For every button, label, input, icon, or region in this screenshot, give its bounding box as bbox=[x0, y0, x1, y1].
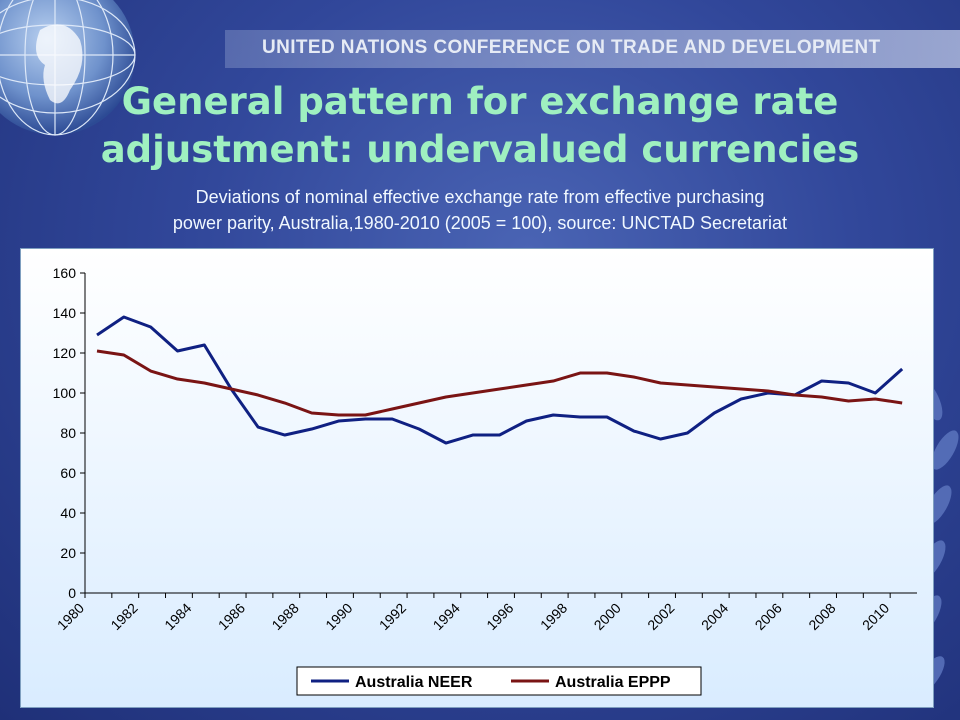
slide-title: General pattern for exchange rate adjust… bbox=[0, 78, 960, 174]
x-tick-label: 2010 bbox=[859, 600, 892, 633]
x-tick-label: 1980 bbox=[54, 600, 87, 633]
header-banner bbox=[225, 30, 960, 68]
x-tick-label: 2006 bbox=[752, 600, 785, 633]
organization-name: UNITED NATIONS CONFERENCE ON TRADE AND D… bbox=[262, 37, 881, 58]
slide-title-line-1: General pattern for exchange rate bbox=[121, 80, 839, 123]
y-tick-label: 120 bbox=[53, 345, 77, 361]
y-tick-label: 0 bbox=[68, 585, 76, 601]
y-tick-label: 60 bbox=[60, 465, 76, 481]
legend-box bbox=[296, 666, 702, 696]
y-tick-label: 20 bbox=[60, 545, 76, 561]
x-tick-label: 1998 bbox=[537, 600, 570, 633]
x-tick-label: 1994 bbox=[430, 600, 463, 633]
y-tick-label: 40 bbox=[60, 505, 76, 521]
chart-subtitle-line-1: Deviations of nominal effective exchange… bbox=[195, 187, 765, 207]
x-tick-label: 1984 bbox=[161, 600, 194, 633]
line-chart: 0 20 40 60 80 100 120 140 160 1980 1982 1984 1986 198… bbox=[53, 265, 917, 696]
x-tick-label: 1982 bbox=[107, 600, 140, 633]
x-tick-label: 1986 bbox=[215, 600, 248, 633]
x-tick-label: 2004 bbox=[698, 600, 731, 633]
x-tick-label: 2002 bbox=[644, 600, 677, 633]
x-tick-label: 1990 bbox=[322, 600, 355, 633]
y-tick-label: 140 bbox=[53, 305, 77, 321]
y-tick-label: 160 bbox=[53, 265, 77, 281]
slide-title-line-2: adjustment: undervalued currencies bbox=[100, 128, 860, 171]
x-tick-label: 1996 bbox=[483, 600, 516, 633]
y-tick-label: 80 bbox=[60, 425, 76, 441]
chart-subtitle: Deviations of nominal effective exchange… bbox=[0, 184, 960, 236]
eppp-series-line bbox=[96, 349, 903, 417]
y-tick-label: 100 bbox=[53, 385, 77, 401]
chart-subtitle-line-2: power parity, Australia,1980-2010 (2005 … bbox=[172, 213, 788, 233]
legend-neer-label: Australia NEER bbox=[355, 674, 473, 691]
x-tick-label: 1992 bbox=[376, 600, 409, 633]
x-tick-label: 2000 bbox=[591, 600, 624, 633]
legend-eppp-label: Australia EPPP bbox=[555, 674, 671, 691]
x-tick-label: 1988 bbox=[268, 600, 301, 633]
x-tick-label: 2008 bbox=[805, 600, 838, 633]
chart-area: 0 20 40 60 80 100 120 140 160 1980 1982 1984 1986 198… bbox=[20, 248, 934, 708]
neer-series-line bbox=[96, 315, 904, 445]
globe-icon bbox=[0, 0, 136, 136]
